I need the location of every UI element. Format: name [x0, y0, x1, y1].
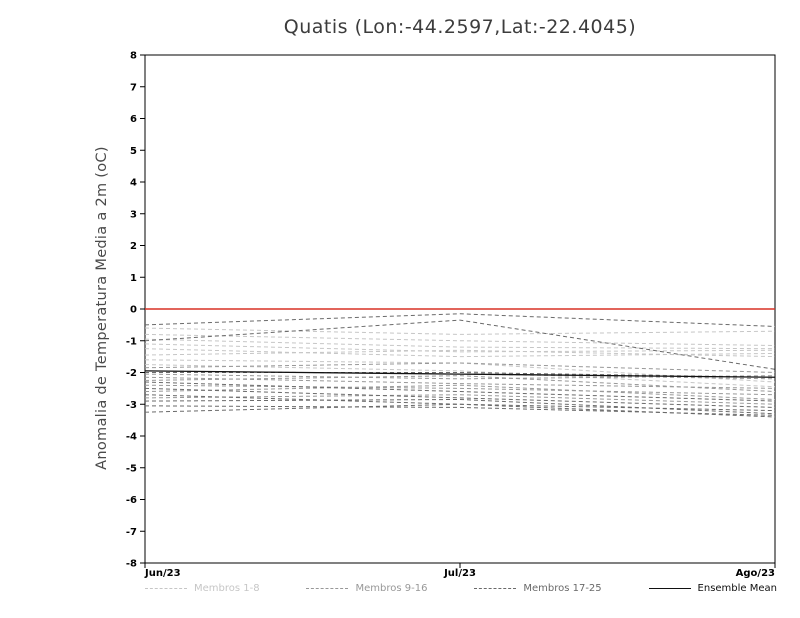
legend-item: Membros 9-16	[306, 583, 427, 594]
series-line	[144, 403, 776, 418]
series-line	[144, 319, 776, 370]
legend-item: Membros 1-8	[145, 583, 260, 594]
y-tick-label: -3	[126, 400, 137, 411]
y-axis: -8 -7 -6 -5 -4 -3 -2 -1 0 1 2 3 4 5 6 7 8	[126, 51, 145, 570]
series-line	[144, 405, 776, 416]
series-line	[144, 343, 776, 353]
legend-label: Membros 17-25	[523, 583, 602, 594]
y-tick-label: 5	[130, 146, 137, 157]
series-line	[144, 384, 776, 400]
series-line	[144, 338, 776, 350]
series-line	[144, 381, 776, 402]
legend-swatch	[145, 588, 187, 589]
legend-item: Ensemble Mean	[648, 583, 777, 594]
y-tick-label: -2	[126, 368, 137, 379]
y-tick-label: -5	[126, 463, 137, 474]
chart-legend: Membros 1-8 Membros 9-16 Membros 17-25 Ense…	[145, 583, 777, 594]
series-line	[144, 364, 776, 388]
legend-swatch	[306, 588, 349, 589]
series-group-ensemble-mean	[144, 370, 776, 378]
y-tick-label: 3	[130, 209, 137, 220]
series-line	[144, 313, 776, 327]
series-line	[144, 349, 776, 358]
y-tick-label: -6	[126, 495, 137, 506]
y-tick-label: 6	[130, 114, 137, 125]
series-line	[144, 327, 776, 335]
y-tick-label: 7	[130, 82, 137, 93]
legend-label: Ensemble Mean	[697, 583, 777, 594]
legend-label: Membros 9-16	[355, 583, 428, 594]
series-line	[144, 370, 776, 378]
series-line	[144, 333, 776, 347]
y-tick-label: 2	[130, 241, 137, 252]
y-tick-label: 1	[130, 273, 137, 284]
x-tick-label: Jun/23	[144, 568, 181, 579]
series-line	[144, 375, 776, 393]
y-tick-label: -7	[126, 527, 137, 538]
series-line	[144, 362, 776, 373]
legend-swatch	[474, 588, 517, 589]
legend-label: Membros 1-8	[194, 583, 260, 594]
x-tick-label: Ago/23	[736, 568, 775, 579]
y-tick-label: -4	[126, 432, 137, 443]
y-tick-label: -1	[126, 336, 137, 347]
series-line	[144, 376, 776, 389]
series-line	[144, 394, 776, 405]
y-tick-label: 8	[130, 51, 137, 62]
legend-item: Membros 17-25	[474, 583, 602, 594]
series-line	[144, 394, 776, 412]
y-tick-label: 4	[130, 178, 137, 189]
x-axis: Jun/23 Jul/23 Ago/23	[144, 563, 776, 579]
legend-swatch	[648, 588, 691, 589]
series-line	[144, 398, 776, 415]
series-line	[144, 387, 776, 408]
chart-title: Quatis (Lon:-44.2597,Lat:-22.4045)	[283, 16, 637, 38]
series-group-membros-1-8	[144, 327, 776, 388]
y-tick-label: -8	[126, 559, 137, 570]
y-tick-label: 0	[130, 305, 137, 316]
series-line	[144, 384, 776, 396]
x-tick-label: Jul/23	[443, 568, 476, 579]
